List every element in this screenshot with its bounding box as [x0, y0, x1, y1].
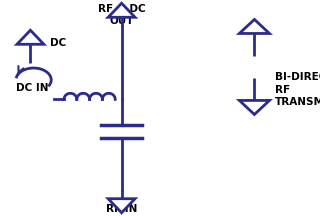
Text: BI-DIRECTIONAL
RF
TRANSMISSION: BI-DIRECTIONAL RF TRANSMISSION [275, 72, 320, 107]
Text: DC: DC [50, 38, 66, 48]
Text: RF IN: RF IN [106, 204, 137, 214]
Text: RF & DC
OUT: RF & DC OUT [98, 4, 145, 26]
Polygon shape [239, 100, 269, 114]
Polygon shape [239, 19, 269, 33]
Polygon shape [108, 199, 135, 213]
Text: DC IN: DC IN [15, 83, 48, 93]
Polygon shape [17, 30, 44, 44]
Polygon shape [108, 3, 135, 17]
